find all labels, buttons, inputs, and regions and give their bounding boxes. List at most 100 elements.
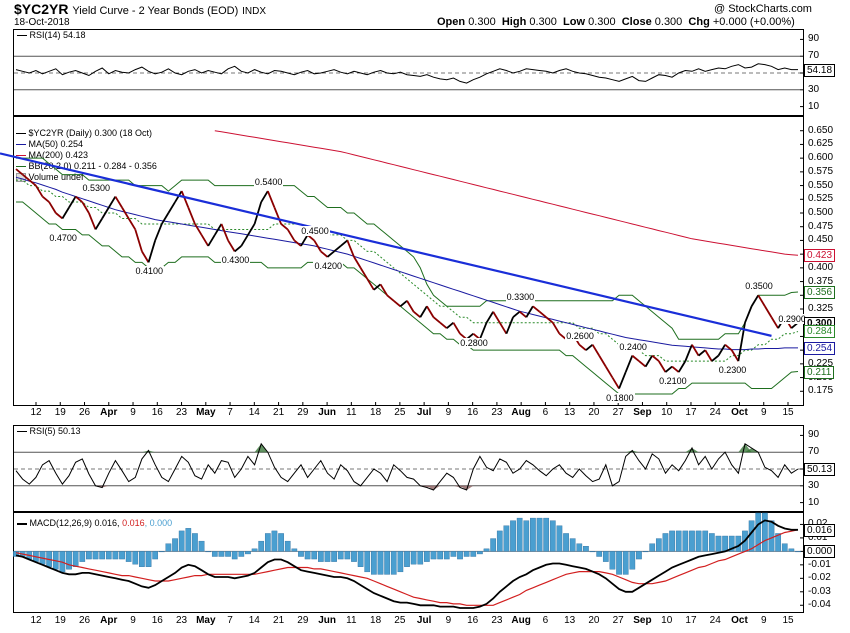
macd-histogram-bar (722, 535, 728, 552)
rsi14-legend-swatch (17, 35, 27, 37)
price-segment (386, 294, 395, 302)
high-label: High (501, 16, 527, 28)
close-value: 0.300 (654, 16, 683, 28)
x-axis-top-label-17: 9 (445, 407, 452, 418)
x-axis-top-label-2: 26 (78, 407, 91, 418)
price-segment (704, 349, 713, 362)
price-segment (519, 311, 527, 318)
price-segment (200, 234, 209, 247)
price-y-label-13: 0.325 (808, 303, 834, 314)
macd-histogram-bar (99, 551, 106, 560)
price-segment (346, 240, 355, 258)
macd-histogram-bar (139, 551, 145, 567)
macd-signal-value: 0.016 (122, 518, 145, 528)
price-segment (744, 305, 753, 324)
x-axis-bottom-label-10: 21 (273, 615, 285, 626)
legend-ma200-swatch (16, 155, 26, 157)
rsi14-legend: RSI(14) 54.18 (17, 30, 86, 40)
price-segment (260, 190, 269, 203)
legend-bb-swatch (16, 166, 26, 168)
macd-histogram-bar (655, 538, 662, 552)
rsi5-oversold-fill (426, 485, 441, 490)
macd-legend-swatch (17, 522, 27, 525)
price-segment (426, 305, 435, 318)
macd-histogram-bar (470, 551, 477, 557)
macd-histogram-bar (649, 543, 656, 552)
price-y-label-3: 0.575 (808, 165, 834, 177)
macd-signal-line (15, 529, 799, 606)
price-segment (750, 294, 760, 307)
price-segment (419, 305, 428, 318)
macd-histogram-bar (457, 551, 463, 560)
rsi5-legend-swatch (17, 431, 27, 433)
price-segment (558, 332, 567, 340)
macd-histogram-bar (198, 540, 205, 552)
price-segment (227, 239, 236, 252)
macd-histogram-bar (695, 530, 702, 552)
rsi14-y-label-1: 70 (808, 50, 820, 62)
price-segment (266, 190, 276, 208)
x-axis-bottom-label-0: 12 (30, 615, 42, 626)
macd-histogram-bar (86, 551, 92, 560)
price-segment (220, 223, 229, 241)
macd-histogram-bar (158, 551, 165, 553)
x-axis-bottom-label-8: 7 (227, 615, 233, 626)
legend-bb-text: BB(20,2.0) 0.211 - 0.284 - 0.356 (28, 161, 157, 171)
price-segment (187, 207, 196, 225)
macd-histogram-bar (258, 540, 265, 552)
price-segment (75, 195, 83, 203)
price-y-label-1: 0.625 (808, 138, 834, 150)
rsi5-y-label-3: 30 (808, 479, 820, 491)
price-segment (280, 223, 289, 231)
price-last-value-0: 0.423 (804, 249, 836, 263)
price-annotation-9: 0.2600 (565, 330, 595, 341)
legend-price: $YC2YR (Daily) 0.300 (18 Oct) (16, 128, 157, 139)
macd-histogram-bar (715, 535, 722, 552)
macd-histogram-bar (463, 551, 470, 557)
x-axis-top-label-4: 9 (130, 407, 136, 418)
price-segment (340, 239, 348, 247)
macd-histogram-bar (609, 551, 616, 570)
price-segment (598, 355, 607, 368)
rsi5-overbought-fill (254, 443, 268, 453)
price-segment (161, 212, 170, 225)
x-axis-top-label-21: 6 (542, 407, 549, 418)
price-y-label-2: 0.600 (808, 152, 834, 164)
x-axis-top-label-5: 16 (151, 407, 163, 418)
macd-histogram-bar (516, 517, 523, 552)
price-segment (88, 212, 97, 230)
macd-histogram-bar (417, 551, 424, 565)
price-segment (393, 300, 401, 307)
price-segment (293, 239, 302, 247)
x-axis-bottom-label-28: 24 (709, 615, 721, 626)
macd-histogram-bar (768, 520, 775, 552)
x-axis-top-label-26: 10 (661, 407, 673, 418)
trendline (0, 152, 772, 337)
price-segment (439, 322, 448, 329)
price-annotation-2: 0.4100 (134, 266, 165, 277)
price-segment (35, 185, 44, 198)
x-axis-top-label-1: 19 (54, 407, 66, 418)
price-segment (479, 322, 488, 340)
bb-middle-line (16, 179, 799, 362)
price-segment (333, 245, 342, 253)
price-annotation-5: 0.4500 (300, 226, 330, 237)
macd-histogram-bar (92, 551, 99, 560)
x-axis-top-label-25: Sep (633, 407, 652, 418)
x-axis-bottom-label-24: 27 (612, 615, 624, 626)
price-segment (644, 355, 653, 368)
macd-last-value-0: 0.016 (804, 523, 836, 537)
x-axis-top-label-13: 11 (346, 407, 357, 418)
price-segment (525, 305, 534, 318)
macd-histogram-bar (357, 551, 364, 567)
price-segment (499, 322, 508, 335)
price-segment (605, 366, 614, 379)
macd-histogram-bar (72, 551, 79, 567)
price-segment (15, 168, 24, 176)
price-segment (618, 371, 627, 389)
price-segment (446, 322, 454, 329)
price-segment (406, 300, 415, 313)
macd-histogram-bar (410, 551, 417, 565)
price-segment (154, 223, 163, 241)
macd-histogram-bar (576, 543, 583, 552)
